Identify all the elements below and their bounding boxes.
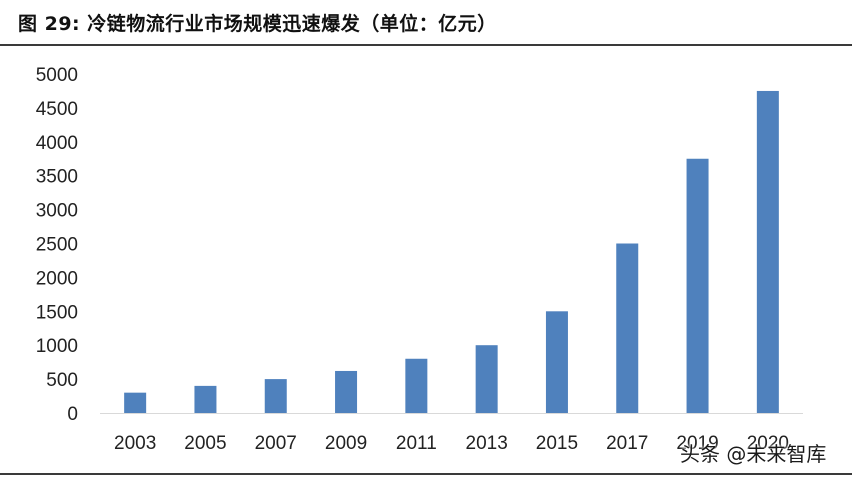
bar-2015 bbox=[545, 311, 568, 413]
x-tick-label: 2020 bbox=[747, 433, 789, 454]
x-tick-label: 2005 bbox=[184, 433, 226, 454]
bar-2003 bbox=[124, 392, 147, 413]
bar-2007 bbox=[264, 379, 287, 413]
y-tick-label: 2500 bbox=[36, 235, 78, 256]
y-axis-ticks: 0 500 1000 1500 2000 2500 3000 3500 4000 4500 5000 bbox=[36, 65, 78, 425]
bars bbox=[124, 90, 779, 413]
x-tick-label: 2011 bbox=[396, 433, 437, 454]
x-tick-label: 2007 bbox=[255, 433, 297, 454]
y-tick-label: 0 bbox=[67, 404, 78, 425]
bar-2011 bbox=[405, 358, 428, 413]
x-tick-label: 2019 bbox=[676, 433, 718, 454]
y-tick-label: 4500 bbox=[36, 99, 78, 120]
bar-2020 bbox=[756, 90, 779, 413]
y-tick-label: 5000 bbox=[36, 65, 78, 86]
x-tick-label: 2013 bbox=[466, 433, 508, 454]
y-tick-label: 1000 bbox=[36, 336, 78, 357]
x-tick-label: 2017 bbox=[606, 433, 648, 454]
watermark: 头条 @未来智库 bbox=[680, 442, 827, 466]
figure-title: 图 29: 冷链物流行业市场规模迅速爆发（单位：亿元） bbox=[18, 13, 497, 35]
bar-2013 bbox=[475, 345, 498, 413]
x-axis-ticks: 2003 2005 2007 2009 2011 2013 2015 2017 2019 2020 bbox=[114, 433, 789, 454]
bar-2009 bbox=[335, 370, 358, 413]
bottom-rule bbox=[0, 473, 852, 475]
x-tick-label: 2003 bbox=[114, 433, 156, 454]
y-tick-label: 4000 bbox=[36, 133, 78, 154]
bar-2005 bbox=[194, 385, 217, 413]
y-tick-label: 3000 bbox=[36, 201, 78, 222]
x-tick-label: 2009 bbox=[325, 433, 367, 454]
y-tick-label: 500 bbox=[46, 370, 78, 391]
bar-2017 bbox=[616, 243, 639, 413]
y-tick-label: 3500 bbox=[36, 167, 78, 188]
y-tick-label: 2000 bbox=[36, 268, 78, 289]
x-tick-label: 2015 bbox=[536, 433, 578, 454]
y-tick-label: 1500 bbox=[36, 302, 78, 323]
bar-2019 bbox=[686, 158, 709, 413]
top-rule bbox=[0, 44, 852, 46]
